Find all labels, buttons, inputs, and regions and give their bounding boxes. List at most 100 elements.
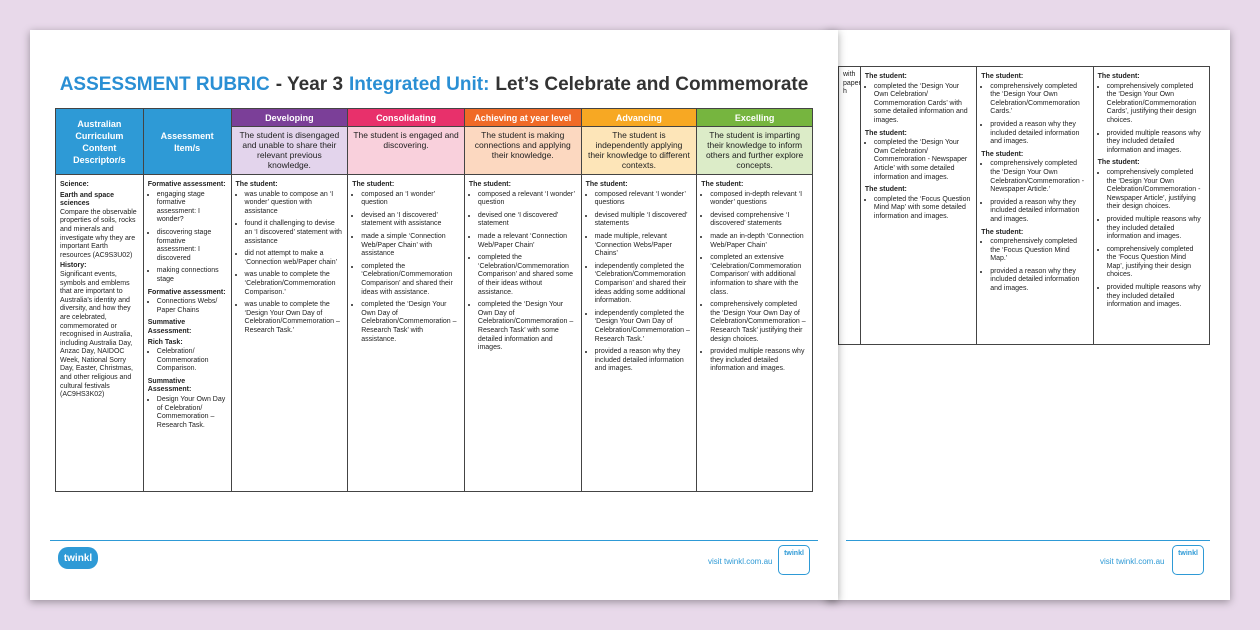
bullet: completed the ‘Design Your Own Day of Ce…	[478, 301, 577, 353]
cell-heading: Summative Assessment:	[147, 377, 192, 394]
cell-heading: The student:	[981, 150, 1024, 158]
bullet: composed an ‘I wonder’ question	[361, 191, 460, 208]
bullet: comprehensively completed the ‘Design Yo…	[710, 301, 808, 344]
bullet: composed relevant ‘I wonder’ questions	[595, 191, 693, 208]
bullet: provided a reason why they included deta…	[990, 268, 1088, 294]
column-header: Excelling	[697, 109, 812, 127]
front-page: ASSESSMENT RUBRIC - Year 3 Integrated Unit…	[30, 30, 838, 600]
bullet: provided multiple reasons why they inclu…	[1107, 284, 1205, 310]
bullet-list: comprehensively completed the ‘Design Yo…	[1098, 169, 1205, 310]
bullet: making connections stage	[157, 267, 227, 284]
cell-heading: The student:	[468, 181, 511, 188]
bullet: provided multiple reasons why they inclu…	[710, 348, 808, 374]
bullet: Connections Webs/ Paper Chains	[157, 298, 227, 315]
cell-heading: The student:	[864, 129, 907, 137]
bullet: devised one ‘I discovered’ statement	[478, 212, 577, 229]
bullet-list: comprehensively completed the ‘Design Yo…	[981, 83, 1088, 147]
bullet: comprehensively completed the ‘Design Yo…	[1107, 83, 1205, 126]
cell: The student: composed in-depth relevant ‘…	[697, 175, 812, 491]
footer-url: visit twinkl.com.au	[708, 557, 773, 566]
bullet: independently completed the ‘Design Your…	[595, 310, 693, 344]
bullet: independently completed the ‘Celebration…	[595, 263, 693, 306]
bullet: completed the ‘Celebration/Commemoration…	[361, 263, 460, 297]
cell: Formative assessment: engaging stage form…	[144, 175, 231, 491]
bullet: completed the ‘Focus Question Mind Map’ …	[874, 196, 972, 222]
bullet: completed an extensive ‘Celebration/Comm…	[710, 254, 808, 297]
column: Excelling The student is imparting their …	[697, 109, 812, 491]
bullet: comprehensively completed the ‘Design Yo…	[990, 83, 1088, 117]
badge: twinkl	[778, 545, 810, 575]
bullet: composed a relevant ‘I wonder’ question	[478, 191, 577, 208]
bullet-list: composed relevant ‘I wonder’ questions de…	[586, 191, 693, 374]
column-header: Achieving at year level	[464, 109, 581, 127]
descriptor: The student is independently applying th…	[581, 127, 697, 175]
cell: The student: was unable to compose an ‘I …	[232, 175, 348, 491]
column: Advancing The student is independently ap…	[581, 109, 698, 491]
cell-heading: History:	[60, 262, 87, 270]
cell-text: Significant events, symbols and emblems …	[60, 270, 134, 399]
cell-text: paper	[843, 79, 861, 87]
title: ASSESSMENT RUBRIC - Year 3 Integrated Unit…	[30, 74, 838, 96]
cell: The student: composed a relevant ‘I wonde…	[465, 175, 581, 491]
descriptor: The student is disengaged and unable to …	[231, 127, 348, 175]
cell-heading: Summative Assessment:	[147, 319, 192, 335]
bullet: made a simple ‘Connection Web/Paper Chai…	[361, 233, 460, 259]
bullet: comprehensively completed the ‘Focus Que…	[990, 238, 1088, 264]
logo: twinkl	[58, 547, 98, 569]
column-header: Consolidating	[348, 109, 464, 127]
column-header: Advancing	[581, 109, 697, 127]
bullet: did not attempt to make a ‘Connection we…	[245, 250, 344, 267]
cell-heading: The student:	[981, 73, 1024, 80]
column: Developing The student is disengaged and …	[231, 109, 349, 491]
bullet-list: engaging stage formative assessment: I w…	[148, 191, 227, 285]
bullet-list: comprehensively completed the ‘Design Yo…	[981, 160, 1088, 224]
bullet-list: composed an ‘I wonder’ question devised a…	[352, 191, 460, 345]
cell-heading: The student:	[235, 181, 278, 188]
bullet: completed the ‘Design Your Own Celebrati…	[874, 83, 972, 126]
cell-text: with	[843, 71, 856, 78]
cell-heading: The student:	[981, 228, 1024, 236]
bullet: provided a reason why they included deta…	[595, 348, 693, 374]
bullet: was unable to complete the ‘Design Your …	[245, 301, 344, 335]
title-part: Integrated Unit:	[349, 74, 490, 95]
cell-heading: The student:	[1097, 159, 1140, 167]
cell-text: h	[843, 88, 847, 96]
bullet: devised an ‘I discovered’ statement with…	[361, 212, 460, 229]
bullet: was unable to compose an ‘I wonder’ ques…	[245, 191, 344, 217]
bullet-list: composed in-depth relevant ‘I wonder’ qu…	[701, 191, 808, 374]
descriptor: The student is engaged and discovering.	[348, 127, 464, 175]
bullet-list: Design Your Own Day of Celebration/ Comm…	[148, 396, 227, 430]
bullet: comprehensively completed the ‘Design Yo…	[1107, 169, 1205, 212]
bullet: engaging stage formative assessment: I w…	[157, 191, 227, 225]
bullet: devised multiple ‘I discovered’ statemen…	[595, 212, 693, 229]
cell-heading: The student:	[1097, 73, 1140, 80]
cell: The student: composed relevant ‘I wonder’…	[582, 175, 697, 491]
bullet-list: comprehensively completed the ‘Focus Que…	[981, 238, 1088, 294]
footer: twinkl visit twinkl.com.au twinkl	[50, 540, 818, 575]
column: with paper h	[839, 67, 861, 344]
bullet: provided a reason why they included deta…	[990, 199, 1088, 225]
cell-heading: Formative assessment:	[147, 181, 226, 188]
bullet: discovering stage formative assessment: …	[157, 229, 227, 263]
cell: The student: comprehensively completed th…	[1094, 67, 1209, 344]
column: Australian Curriculum Content Descriptor…	[56, 109, 144, 491]
cell-heading: Formative assessment:	[147, 288, 226, 296]
cell: with paper h	[839, 67, 860, 344]
cell-text: Compare the observable properties of soi…	[60, 208, 137, 259]
bullet-list: comprehensively completed the ‘Design Yo…	[1098, 83, 1205, 156]
bullet-list: completed the ‘Design Your Own Celebrati…	[865, 139, 972, 182]
column: Achieving at year level The student is ma…	[464, 109, 582, 491]
cell-heading: The student:	[701, 181, 744, 188]
bullet: comprehensively completed the ‘Focus Que…	[1107, 246, 1205, 280]
title-part: ASSESSMENT RUBRIC	[59, 74, 270, 95]
cell-heading: The student:	[352, 181, 395, 188]
bullet: composed in-depth relevant ‘I wonder’ qu…	[710, 191, 808, 208]
cell-heading: The student:	[864, 186, 907, 194]
cell: The student: composed an ‘I wonder’ quest…	[348, 175, 464, 491]
bullet: provided multiple reasons why they inclu…	[1107, 216, 1205, 242]
bullet-list: completed the ‘Focus Question Mind Map’ …	[865, 196, 972, 222]
footer-url: visit twinkl.com.au	[1100, 557, 1165, 566]
